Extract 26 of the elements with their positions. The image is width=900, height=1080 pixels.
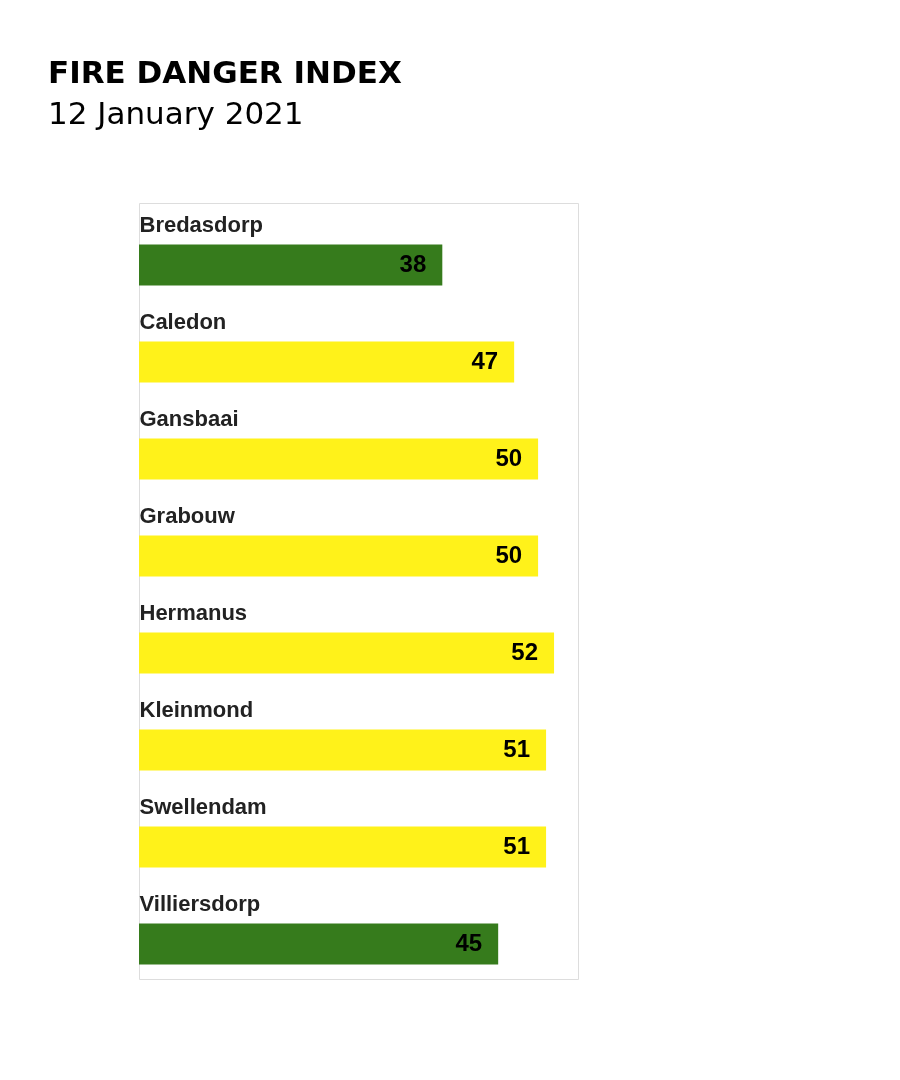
data-label: 38 bbox=[399, 250, 427, 277]
bar bbox=[139, 826, 547, 868]
data-label: 51 bbox=[503, 735, 531, 762]
y-tick-label: Kleinmond bbox=[139, 696, 254, 722]
data-label: 50 bbox=[495, 444, 523, 471]
y-tick-label: Hermanus bbox=[139, 599, 248, 625]
y-tick-label: Bredasdorp bbox=[139, 211, 263, 237]
bar bbox=[139, 632, 555, 674]
y-tick-label: Gansbaai bbox=[139, 405, 239, 431]
y-tick-label: Villiersdorp bbox=[139, 890, 261, 916]
y-tick-label: Grabouw bbox=[139, 502, 236, 528]
chart-subtitle: 12 January 2021 bbox=[48, 95, 304, 131]
bar bbox=[139, 923, 499, 965]
bar bbox=[139, 341, 515, 383]
data-label: 52 bbox=[511, 638, 539, 665]
bar bbox=[139, 729, 547, 771]
bar bbox=[139, 438, 539, 480]
data-label: 51 bbox=[503, 832, 531, 859]
chart-title: FIRE DANGER INDEX bbox=[48, 54, 402, 90]
bar bbox=[139, 244, 443, 286]
data-label: 47 bbox=[471, 347, 499, 374]
data-label: 45 bbox=[455, 929, 483, 956]
bar bbox=[139, 535, 539, 577]
y-tick-label: Swellendam bbox=[139, 793, 267, 819]
data-label: 50 bbox=[495, 541, 523, 568]
y-tick-label: Caledon bbox=[139, 308, 227, 334]
